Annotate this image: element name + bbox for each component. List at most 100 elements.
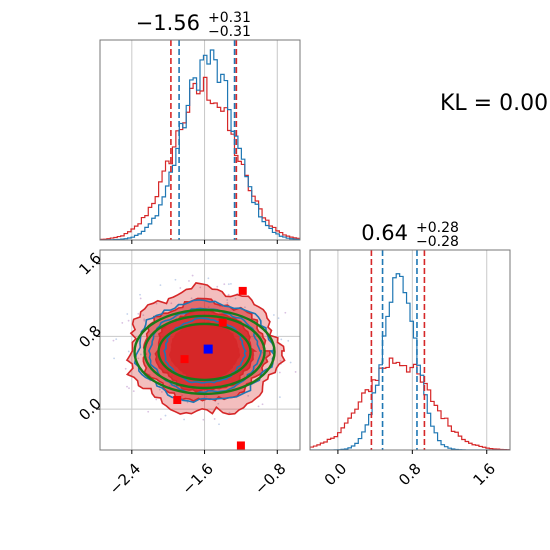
scatter-point (132, 390, 135, 392)
scatter-point (279, 396, 281, 398)
green-ellipse-2 (157, 322, 252, 382)
red-marker (238, 286, 247, 295)
red-marker (173, 396, 182, 404)
scatter-point (155, 302, 158, 305)
scatter-point (202, 418, 205, 421)
scatter-point (279, 359, 282, 362)
scatter-point (159, 284, 162, 287)
scatter-point (121, 322, 124, 324)
scatter-point (277, 317, 280, 320)
scatter-point (159, 418, 162, 420)
x-tick-label: −1.6 (178, 460, 216, 498)
marginal-x-panel (99, 39, 301, 244)
scatter-point (289, 361, 292, 364)
scatter-point (228, 411, 231, 414)
scatter-point (127, 319, 130, 322)
scatter-point (170, 302, 173, 305)
scatter-point (174, 278, 177, 281)
scatter-point (155, 398, 158, 401)
scatter-point (137, 312, 140, 315)
x-tick-label: 1.6 (470, 460, 500, 490)
plot-area (100, 40, 300, 240)
scatter-point (128, 387, 130, 390)
blue-contour-1 (148, 307, 263, 395)
title-x-minus: −0.31 (208, 24, 251, 40)
scatter-point (113, 357, 115, 360)
blue-contour-0 (133, 299, 276, 404)
blue-marker (203, 344, 213, 354)
scatter-point (284, 311, 287, 314)
scatter-point (230, 282, 232, 285)
scatter-point (294, 371, 297, 373)
red-marker (180, 355, 189, 364)
title-y-minus: −0.28 (416, 234, 459, 250)
scatter-point (227, 283, 230, 286)
scatter-point (126, 313, 129, 315)
scatter-point (227, 293, 230, 296)
title-y-plus: +0.28 (416, 220, 459, 236)
scatter-point (272, 314, 275, 316)
scatter-point (244, 306, 246, 309)
x-tick-label: −2.4 (106, 460, 144, 498)
scatter-point (186, 401, 189, 404)
title-y: 0.64 (361, 221, 408, 245)
title-x-plus: +0.31 (208, 10, 251, 26)
scatter-point (115, 338, 118, 341)
scatter-point (126, 385, 128, 388)
scatter-point (191, 274, 194, 277)
scatter-point (199, 286, 202, 289)
scatter-point (143, 319, 146, 322)
scatter-point (261, 403, 264, 406)
green-ellipse-0 (133, 308, 276, 396)
scatter-point (179, 287, 182, 289)
scatter-point (139, 293, 141, 296)
scatter-point (287, 339, 290, 342)
panel-frame (99, 249, 301, 451)
scatter-point (280, 338, 283, 341)
scatter-point (188, 280, 190, 282)
scatter-point (216, 285, 219, 288)
panel-frame (99, 39, 301, 241)
panel-bg (310, 250, 510, 450)
scatter-point (127, 350, 130, 353)
red-marker (218, 318, 227, 327)
panel-frame (309, 249, 511, 451)
scatter-point (137, 357, 140, 360)
scatter-point (124, 367, 127, 370)
scatter-point (139, 353, 142, 356)
scatter-point (190, 297, 193, 300)
plot-area (112, 274, 297, 450)
scatter-point (112, 339, 115, 342)
marginal-y-panel: 0.0 0.8 1.6 (309, 249, 511, 490)
scatter-point (139, 297, 142, 300)
scatter-point (257, 405, 260, 408)
scatter-point (207, 277, 210, 280)
green-ellipse-1 (143, 314, 266, 390)
red-marker (236, 441, 245, 450)
histogram-step-red (310, 357, 510, 450)
scatter-point (247, 394, 250, 397)
scatter-point (158, 388, 161, 391)
kl-label: KL = 0.00 (440, 91, 548, 116)
scatter-point (223, 283, 226, 286)
scatter-point (142, 314, 145, 317)
scatter-point (226, 299, 229, 301)
scatter-point (183, 418, 186, 421)
x-tick-label: 0.8 (395, 460, 425, 490)
scatter-point (226, 302, 229, 304)
histogram-step-red (100, 76, 300, 240)
scatter-point (147, 410, 150, 413)
scatter-point (213, 418, 216, 420)
scatter-point (278, 371, 281, 374)
scatter-point (234, 297, 237, 300)
scatter-point (143, 318, 146, 321)
histogram-step-blue (100, 49, 300, 240)
scatter-point (217, 402, 220, 405)
scatter-point (164, 414, 167, 417)
title-x: −1.56 (136, 11, 200, 35)
joint-panel: −2.4 −1.6 −0.80.00.81.6 (75, 249, 301, 498)
scatter-point (218, 423, 220, 426)
x-tick-label: −0.8 (251, 460, 289, 498)
x-tick-label: 0.0 (321, 460, 351, 490)
